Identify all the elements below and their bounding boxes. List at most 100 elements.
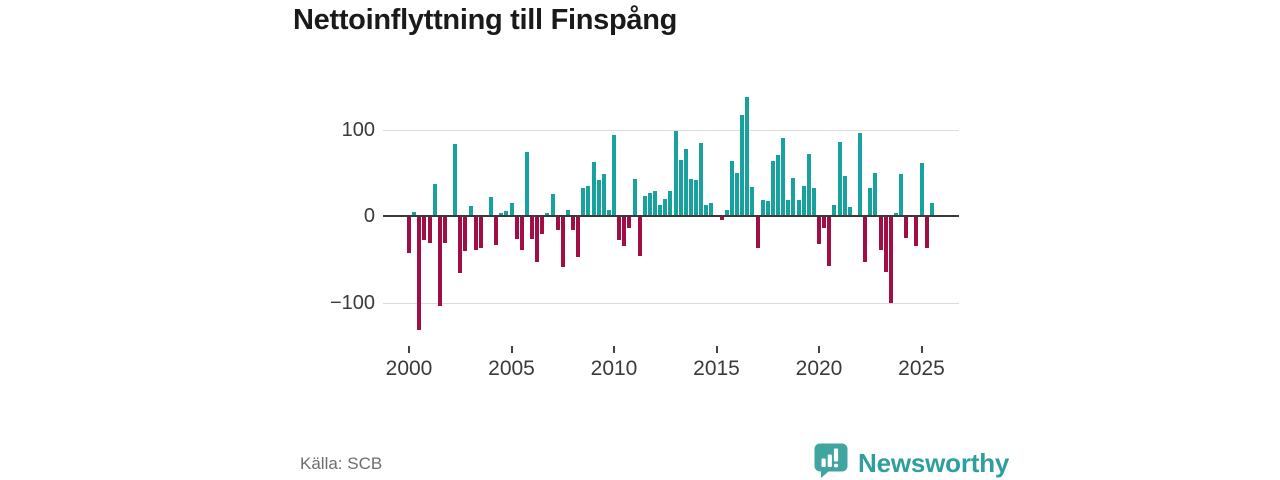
bar-quarter-16: [489, 196, 493, 216]
bar-quarter-51: [668, 190, 673, 216]
bar-quarter-52: [673, 131, 678, 216]
bar-quarter-49: [658, 204, 663, 216]
x-tick-label: 2020: [795, 357, 843, 380]
bar-quarter-95: [893, 213, 898, 216]
bar-quarter-93: [883, 216, 888, 273]
bar-quarter-91: [873, 172, 878, 216]
bar-quarter-5: [432, 183, 437, 216]
bar-quarter-89: [863, 216, 868, 262]
bar-quarter-76: [796, 200, 801, 216]
bar-quarter-82: [827, 216, 832, 267]
bar-quarter-38: [601, 173, 606, 216]
bar-quarter-58: [704, 204, 709, 216]
bar-quarter-85: [842, 176, 847, 216]
bar-quarter-86: [847, 207, 852, 216]
bar-quarter-57: [699, 143, 704, 216]
bar-quarter-40: [612, 134, 616, 216]
bar-quarter-37: [596, 179, 601, 216]
x-tick-label: 2025: [898, 357, 945, 380]
bar-quarter-62: [724, 209, 729, 216]
bar-quarter-75: [791, 177, 796, 216]
bar-quarter-27: [545, 213, 550, 216]
bar-quarter-2: [417, 216, 422, 331]
bar-quarter-84: [837, 142, 842, 216]
bar-quarter-39: [606, 209, 611, 216]
x-tick-label: 2005: [488, 357, 535, 380]
bar-quarter-79: [811, 188, 816, 216]
bar-quarter-78: [806, 153, 811, 216]
bar-quarter-30: [560, 216, 565, 268]
bar-quarter-20: [509, 203, 514, 216]
gridline: [383, 129, 959, 131]
bar-quarter-43: [627, 216, 632, 229]
bar-quarter-26: [540, 216, 545, 235]
bar-quarter-74: [786, 200, 791, 216]
bar-quarter-66: [745, 96, 750, 216]
bar-quarter-28: [550, 193, 555, 216]
bar-quarter-92: [878, 216, 883, 250]
bar-quarter-14: [478, 216, 483, 248]
bar-quarter-77: [801, 185, 806, 216]
bar-quarter-9: [453, 144, 458, 216]
bar-quarter-19: [504, 210, 509, 216]
zero-baseline: [383, 215, 959, 217]
bar-quarter-99: [914, 216, 919, 247]
bar-quarter-61: [719, 216, 724, 221]
x-tick-mark: [408, 346, 410, 353]
bar-quarter-48: [653, 190, 657, 216]
x-tick-mark: [818, 346, 820, 353]
bar-quarter-6: [437, 216, 442, 306]
bar-quarter-18: [499, 212, 504, 216]
bar-quarter-63: [729, 160, 734, 216]
bar-quarter-35: [586, 185, 591, 216]
bar-quarter-0: [407, 216, 411, 254]
bar-quarter-42: [622, 216, 627, 247]
bar-quarter-83: [832, 204, 837, 216]
x-tick-mark: [613, 346, 615, 353]
brand-wordmark: Newsworthy: [858, 447, 1010, 478]
bar-quarter-80: [817, 216, 821, 244]
bar-quarter-34: [581, 188, 586, 216]
bar-quarter-73: [781, 138, 786, 216]
bar-quarter-102: [929, 203, 934, 216]
x-tick-label: 2015: [693, 357, 740, 380]
chart-title: Nettoinflyttning till Finspång: [293, 4, 678, 36]
bar-quarter-55: [688, 178, 693, 216]
bar-quarter-23: [524, 151, 529, 216]
bar-quarter-3: [422, 216, 427, 241]
bar-quarter-11: [463, 216, 468, 252]
bar-quarter-17: [494, 216, 499, 245]
y-tick-label: 100: [341, 118, 375, 141]
bar-quarter-46: [642, 196, 647, 216]
bar-quarter-56: [694, 179, 698, 216]
x-tick-label: 2010: [590, 357, 638, 380]
bar-quarter-29: [555, 216, 560, 230]
bar-quarter-100: [919, 163, 924, 216]
y-tick-label: −100: [329, 291, 375, 314]
newsworthy-logo-icon: [813, 442, 849, 480]
bar-quarter-21: [514, 216, 519, 240]
bar-quarter-12: [468, 206, 473, 216]
bar-quarter-59: [709, 203, 714, 216]
bar-quarter-22: [519, 216, 524, 250]
bar-quarter-71: [770, 160, 775, 216]
bar-quarter-72: [776, 155, 780, 216]
bar-quarter-41: [617, 216, 622, 241]
y-tick-label: 0: [363, 205, 375, 227]
bar-quarter-33: [576, 216, 581, 257]
bar-quarter-13: [473, 216, 478, 250]
bar-series: [383, 95, 963, 345]
bar-quarter-70: [765, 201, 770, 216]
bar-quarter-1: [412, 211, 417, 216]
brand-lockup: Newsworthy: [813, 442, 1009, 480]
bar-quarter-4: [427, 216, 432, 243]
bar-quarter-81: [822, 216, 827, 229]
bar-quarter-65: [740, 114, 745, 216]
bar-quarter-31: [565, 209, 570, 216]
bar-quarter-25: [535, 216, 540, 262]
bar-quarter-101: [924, 216, 929, 248]
bar-quarter-32: [571, 216, 575, 230]
bar-quarter-54: [683, 149, 688, 216]
bar-quarter-88: [858, 132, 862, 216]
